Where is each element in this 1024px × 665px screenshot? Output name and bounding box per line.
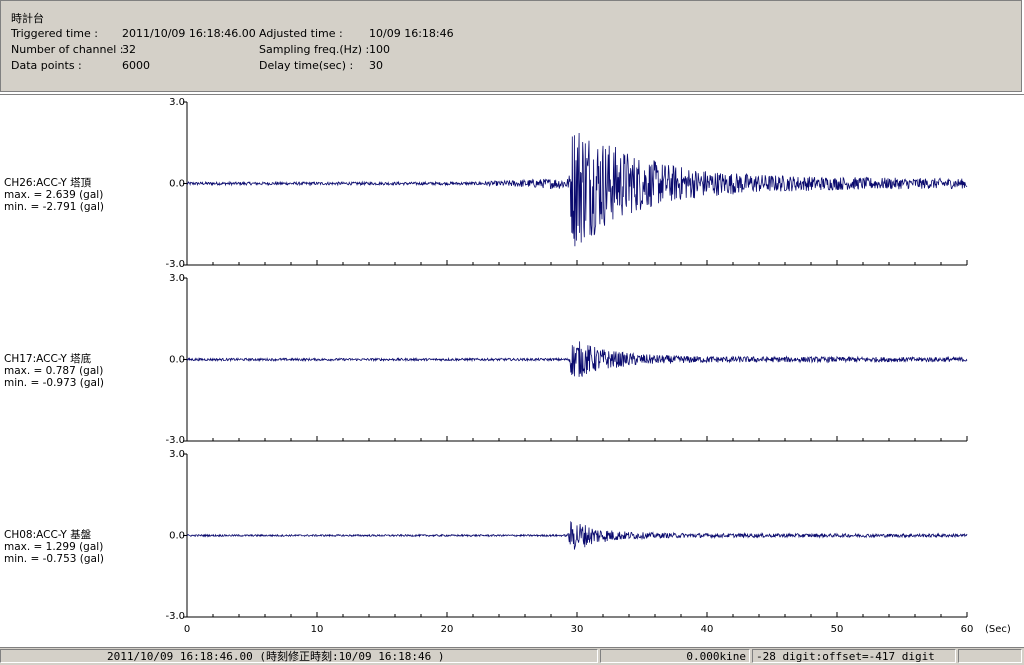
waveform-line [186, 132, 968, 247]
status-empty [958, 649, 1022, 663]
waveform-line [186, 341, 968, 377]
channel-label-ch17: CH17:ACC-Y 塔底 max. = 0.787 (gal) min. = … [4, 353, 104, 389]
channel-max: max. = 1.299 (gal) [4, 541, 104, 553]
waveform-line [186, 520, 968, 550]
status-digit: -28 digit:offset=-417 digit [752, 649, 956, 663]
channel-max: max. = 0.787 (gal) [4, 365, 104, 377]
y-tick-label: 0.0 [169, 179, 185, 190]
channels-label: Number of channel : [11, 43, 124, 56]
waveform-chart: 3.0 0.0 -3.0 3.0 0.0 -3.0 3.0 0.0 -3.0 0 10 20 30 40 5… [165, 97, 1011, 635]
x-tick-label: 0 [184, 624, 190, 635]
status-time: 2011/10/09 16:18:46.00 (時刻修正時刻:10/09 16:… [0, 649, 598, 663]
y-tick-label: 0.0 [169, 531, 185, 542]
delay-value: 30 [369, 59, 383, 72]
channel-min: min. = -0.973 (gal) [4, 377, 105, 389]
adjusted-label: Adjusted time : [259, 27, 343, 40]
channels-value: 32 [122, 43, 136, 56]
triggered-value: 2011/10/09 16:18:46.00 [122, 27, 256, 40]
points-value: 6000 [122, 59, 150, 72]
status-kine: 0.000kine [600, 649, 750, 663]
channel-min: min. = -0.753 (gal) [4, 553, 105, 565]
y-tick-label: -3.0 [165, 611, 185, 622]
y-tick-label: 3.0 [169, 449, 185, 460]
delay-label: Delay time(sec) : [259, 59, 354, 72]
x-tick-label: 20 [441, 624, 454, 635]
y-tick-label: 3.0 [169, 97, 185, 108]
channel-max: max. = 2.639 (gal) [4, 189, 104, 201]
channel-label-ch26: CH26:ACC-Y 塔頂 max. = 2.639 (gal) min. = … [4, 177, 104, 213]
y-tick-label: -3.0 [165, 435, 185, 446]
x-tick-label: 30 [571, 624, 584, 635]
x-tick-label: 50 [831, 624, 844, 635]
info-header: 時計台 Triggered time : 2011/10/09 16:18:46… [0, 0, 1022, 92]
points-label: Data points : [11, 59, 82, 72]
x-axis-label: (Sec) [985, 624, 1011, 635]
x-tick-label: 10 [311, 624, 324, 635]
sampling-value: 100 [369, 43, 390, 56]
x-tick-label: 40 [701, 624, 714, 635]
channel-name: CH26:ACC-Y 塔頂 [4, 177, 92, 189]
triggered-label: Triggered time : [11, 27, 98, 40]
channel-label-ch08: CH08:ACC-Y 基盤 max. = 1.299 (gal) min. = … [4, 529, 104, 565]
station-name: 時計台 [11, 12, 44, 25]
channel-min: min. = -2.791 (gal) [4, 201, 105, 213]
x-tick-label: 60 [961, 624, 974, 635]
y-tick-label: 0.0 [169, 355, 185, 366]
waveform-area: 3.0 0.0 -3.0 3.0 0.0 -3.0 3.0 0.0 -3.0 0 10 20 30 40 5… [0, 94, 1024, 647]
channel-name: CH08:ACC-Y 基盤 [4, 529, 92, 541]
status-bar: 2011/10/09 16:18:46.00 (時刻修正時刻:10/09 16:… [0, 647, 1024, 665]
y-tick-label: 3.0 [169, 273, 185, 284]
y-tick-label: -3.0 [165, 259, 185, 270]
sampling-label: Sampling freq.(Hz) : [259, 43, 370, 56]
adjusted-value: 10/09 16:18:46 [369, 27, 454, 40]
channel-name: CH17:ACC-Y 塔底 [4, 353, 92, 365]
